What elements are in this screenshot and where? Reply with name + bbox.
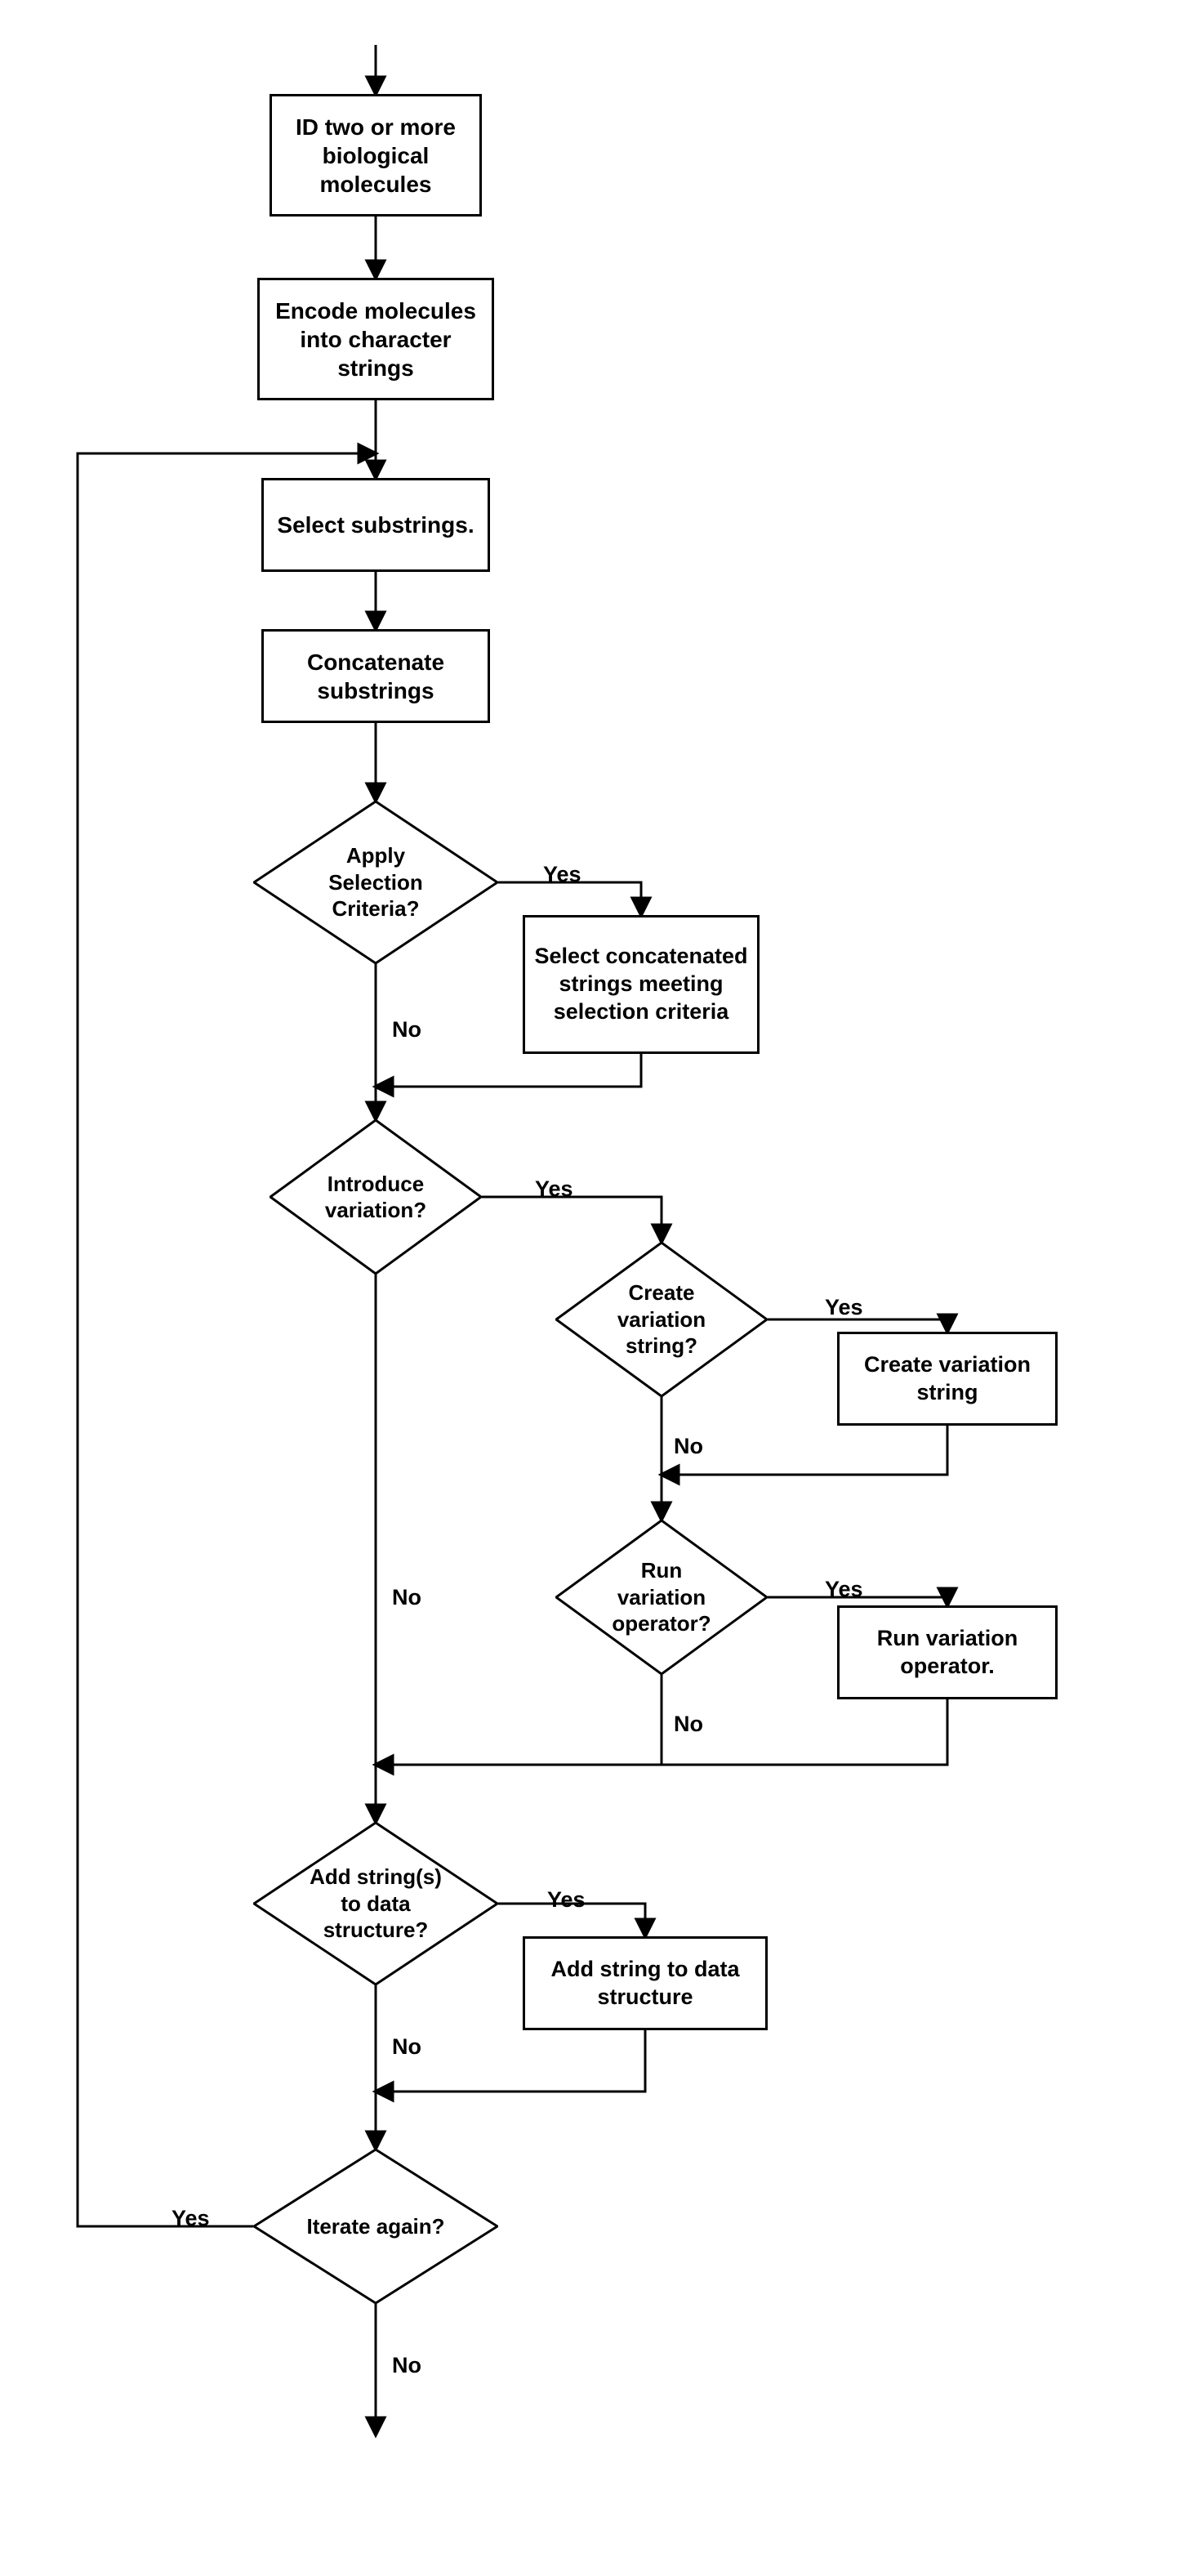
flow-node-text: Add string to data structure bbox=[533, 1956, 757, 2011]
flow-node-text: Select concatenated strings meeting sele… bbox=[533, 943, 749, 1025]
flow-node-n4: Concatenate substrings bbox=[261, 629, 490, 723]
flow-node-text: Run variation operator. bbox=[848, 1625, 1047, 1681]
flow-decision-text: Run variation operator? bbox=[594, 1557, 729, 1637]
edge-label-d1_yes: Yes bbox=[543, 862, 581, 887]
flow-node-n8: Add string to data structure bbox=[523, 1936, 768, 2030]
flow-decision-text: Create variation string? bbox=[594, 1279, 729, 1359]
flow-decision-text: Add string(s) to data structure? bbox=[297, 1864, 454, 1944]
flow-decision-text: Apply Selection Criteria? bbox=[297, 842, 454, 922]
flow-node-text: Select substrings. bbox=[277, 511, 474, 539]
flow-node-text: Concatenate substrings bbox=[272, 648, 479, 705]
edge-label-d1_no: No bbox=[392, 1017, 421, 1042]
flow-decision-d2: Introduce variation? bbox=[270, 1119, 482, 1275]
edge-label-d6_no: No bbox=[392, 2353, 421, 2378]
flow-decision-text: Iterate again? bbox=[306, 2213, 444, 2240]
edge-label-d5_no: No bbox=[392, 2034, 421, 2060]
flow-decision-d4: Run variation operator? bbox=[555, 1520, 768, 1675]
flow-decision-d3: Create variation string? bbox=[555, 1242, 768, 1397]
edge-label-d2_no: No bbox=[392, 1585, 421, 1610]
edge-label-d4_no: No bbox=[674, 1712, 703, 1737]
flow-decision-d5: Add string(s) to data structure? bbox=[253, 1822, 498, 1985]
edge-label-d3_no: No bbox=[674, 1434, 703, 1459]
edge-label-d4_yes: Yes bbox=[825, 1577, 863, 1602]
flow-node-n3: Select substrings. bbox=[261, 478, 490, 572]
flow-node-n7: Run variation operator. bbox=[837, 1605, 1058, 1699]
flow-decision-text: Introduce variation? bbox=[308, 1171, 443, 1224]
flow-node-text: Encode molecules into character strings bbox=[268, 297, 483, 382]
flow-node-n1: ID two or more biological molecules bbox=[270, 94, 482, 217]
edge-label-d6_yes: Yes bbox=[172, 2206, 210, 2231]
flow-decision-d6: Iterate again? bbox=[253, 2149, 498, 2304]
flow-node-text: ID two or more biological molecules bbox=[280, 113, 471, 199]
edge-label-d3_yes: Yes bbox=[825, 1295, 863, 1320]
flow-node-text: Create variation string bbox=[848, 1351, 1047, 1407]
edge-label-d2_yes: Yes bbox=[535, 1176, 573, 1202]
flow-decision-d1: Apply Selection Criteria? bbox=[253, 801, 498, 964]
edge-label-d5_yes: Yes bbox=[547, 1887, 586, 1913]
flow-node-n5: Select concatenated strings meeting sele… bbox=[523, 915, 760, 1054]
flow-node-n6: Create variation string bbox=[837, 1332, 1058, 1426]
flow-node-n2: Encode molecules into character strings bbox=[257, 278, 494, 400]
